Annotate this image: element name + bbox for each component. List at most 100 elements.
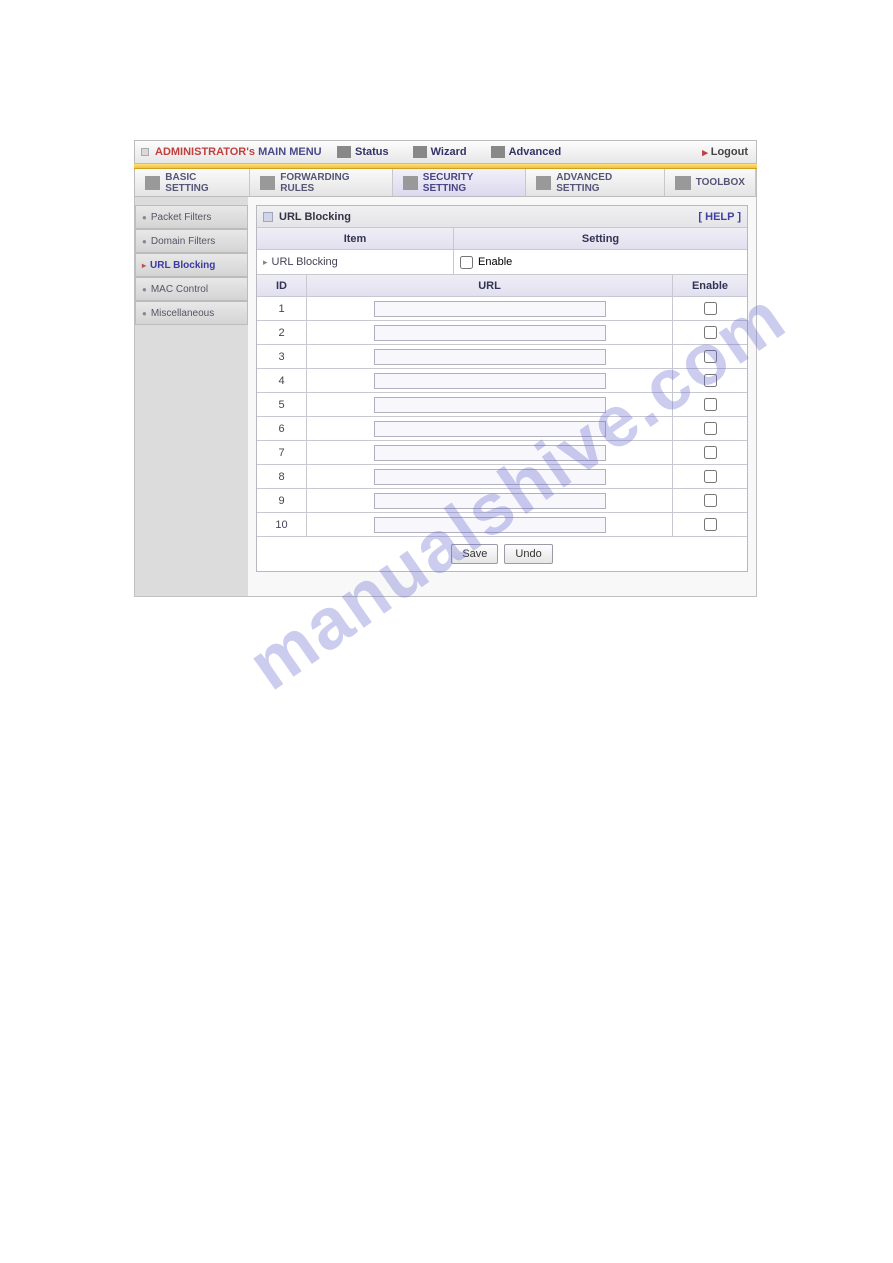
url-input[interactable] [374, 445, 606, 461]
row-enable-checkbox[interactable] [704, 302, 717, 315]
url-input[interactable] [374, 421, 606, 437]
cell-enable [673, 417, 747, 440]
sidebar-item-domain-filters[interactable]: ● Domain Filters [135, 229, 248, 253]
advanced-setting-icon [536, 176, 551, 190]
table-row: 2 [257, 321, 747, 345]
cell-url [307, 369, 673, 392]
bullet-icon: ● [142, 213, 147, 222]
enable-url-blocking-checkbox[interactable] [460, 256, 473, 269]
cell-url [307, 441, 673, 464]
tab-forwarding-rules-label: FORWARDING RULES [280, 172, 381, 194]
column-header-setting: Setting [454, 228, 747, 249]
sidebar-item-url-blocking[interactable]: ▸ URL Blocking [135, 253, 248, 277]
tab-basic-setting[interactable]: BASIC SETTING [135, 169, 250, 196]
sidebar-item-miscellaneous[interactable]: ● Miscellaneous [135, 301, 248, 325]
url-table-header: ID URL Enable [257, 275, 747, 297]
wizard-icon [413, 146, 427, 158]
bullet-icon: ● [142, 285, 147, 294]
cell-id: 9 [257, 489, 307, 512]
sidebar-item-label: Domain Filters [151, 236, 215, 247]
sidebar-item-mac-control[interactable]: ● MAC Control [135, 277, 248, 301]
url-input[interactable] [374, 469, 606, 485]
menu-status-label: Status [355, 146, 389, 158]
cell-id: 5 [257, 393, 307, 416]
url-input[interactable] [374, 493, 606, 509]
row-enable-checkbox[interactable] [704, 398, 717, 411]
row-label: ▸ URL Blocking [257, 250, 454, 274]
panel-title: URL Blocking [279, 211, 698, 223]
row-enable-checkbox[interactable] [704, 374, 717, 387]
url-input[interactable] [374, 301, 606, 317]
help-link[interactable]: [ HELP ] [698, 211, 741, 223]
row-enable-checkbox[interactable] [704, 326, 717, 339]
table-row: 1 [257, 297, 747, 321]
url-blocking-panel: URL Blocking [ HELP ] Item Setting ▸ URL… [256, 205, 748, 572]
cell-url [307, 417, 673, 440]
cell-url [307, 345, 673, 368]
undo-button[interactable]: Undo [504, 544, 552, 564]
button-row: Save Undo [257, 537, 747, 571]
cell-enable [673, 513, 747, 536]
cell-id: 10 [257, 513, 307, 536]
url-input[interactable] [374, 325, 606, 341]
th-enable: Enable [673, 275, 747, 296]
basic-setting-icon [145, 176, 160, 190]
cell-id: 8 [257, 465, 307, 488]
body-area: ● Packet Filters ● Domain Filters ▸ URL … [134, 197, 757, 597]
logout-label: Logout [711, 146, 748, 158]
row-arrow-icon: ▸ [263, 257, 268, 268]
tab-toolbox[interactable]: TOOLBOX [665, 169, 756, 196]
table-row: 6 [257, 417, 747, 441]
title-bullet-icon [141, 148, 149, 156]
status-icon [337, 146, 351, 158]
cell-enable [673, 321, 747, 344]
url-input[interactable] [374, 349, 606, 365]
row-enable-checkbox[interactable] [704, 470, 717, 483]
cell-id: 6 [257, 417, 307, 440]
row-enable-checkbox[interactable] [704, 422, 717, 435]
bullet-icon: ▸ [142, 261, 146, 270]
tab-advanced-setting[interactable]: ADVANCED SETTING [526, 169, 665, 196]
cell-enable [673, 393, 747, 416]
column-header-item: Item [257, 228, 454, 249]
toolbox-icon [675, 176, 691, 190]
panel-header: URL Blocking [ HELP ] [257, 206, 747, 228]
menu-status[interactable]: Status [325, 141, 401, 163]
tab-security-setting-label: SECURITY SETTING [423, 172, 515, 194]
tab-security-setting[interactable]: SECURITY SETTING [393, 169, 526, 196]
tab-advanced-setting-label: ADVANCED SETTING [556, 172, 653, 194]
table-row: 9 [257, 489, 747, 513]
sidebar-item-label: Packet Filters [151, 212, 212, 223]
cell-id: 4 [257, 369, 307, 392]
row-enable-checkbox[interactable] [704, 494, 717, 507]
main-menu-title: ADMINISTRATOR's MAIN MENU [135, 146, 325, 158]
tab-forwarding-rules[interactable]: FORWARDING RULES [250, 169, 392, 196]
cell-enable [673, 297, 747, 320]
table-row: 8 [257, 465, 747, 489]
row-enable-checkbox[interactable] [704, 350, 717, 363]
url-input[interactable] [374, 517, 606, 533]
menu-advanced[interactable]: Advanced [479, 141, 574, 163]
cell-id: 1 [257, 297, 307, 320]
url-input[interactable] [374, 373, 606, 389]
save-button[interactable]: Save [451, 544, 498, 564]
cell-id: 3 [257, 345, 307, 368]
topbar: ADMINISTRATOR's MAIN MENU Status Wizard … [134, 140, 757, 164]
cell-url [307, 321, 673, 344]
sidebar-item-packet-filters[interactable]: ● Packet Filters [135, 205, 248, 229]
row-enable-checkbox[interactable] [704, 446, 717, 459]
cell-url [307, 297, 673, 320]
tab-toolbox-label: TOOLBOX [696, 177, 745, 188]
cell-url [307, 513, 673, 536]
menu-wizard-label: Wizard [431, 146, 467, 158]
logout-link[interactable]: ▸ Logout [702, 146, 756, 159]
row-enable-checkbox[interactable] [704, 518, 717, 531]
th-id: ID [257, 275, 307, 296]
url-input[interactable] [374, 397, 606, 413]
tab-basic-setting-label: BASIC SETTING [165, 172, 239, 194]
router-admin-ui: ADMINISTRATOR's MAIN MENU Status Wizard … [134, 140, 757, 597]
cell-enable [673, 345, 747, 368]
content-area: URL Blocking [ HELP ] Item Setting ▸ URL… [248, 197, 756, 596]
menu-wizard[interactable]: Wizard [401, 141, 479, 163]
table-row: 10 [257, 513, 747, 537]
